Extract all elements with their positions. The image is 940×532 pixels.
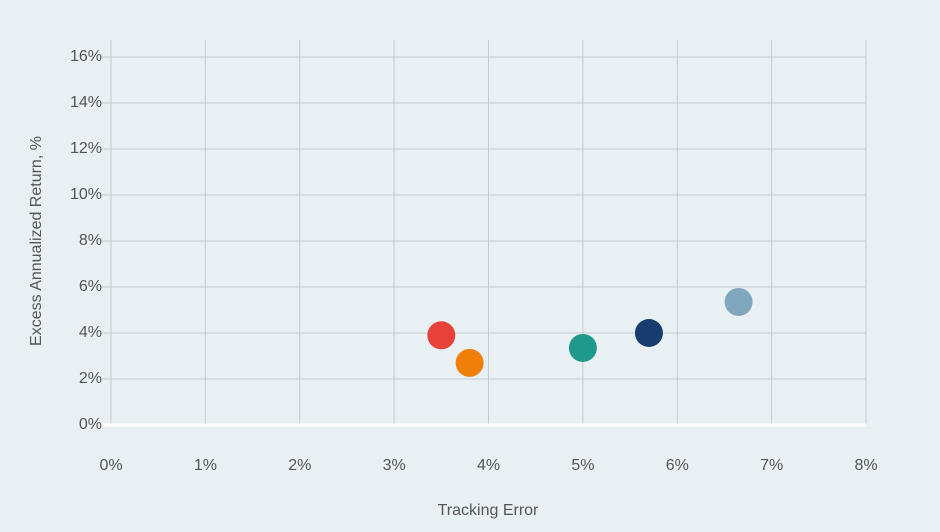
x-tick-label: 1% bbox=[194, 457, 217, 474]
y-tick-label: 6% bbox=[79, 278, 102, 295]
x-tick-label: 3% bbox=[383, 457, 406, 474]
x-tick-label: 6% bbox=[666, 457, 689, 474]
y-tick-label: 2% bbox=[79, 370, 102, 387]
x-axis-label: Tracking Error bbox=[438, 502, 539, 519]
point bbox=[568, 333, 597, 362]
point bbox=[634, 319, 663, 347]
x-tick-label: 5% bbox=[571, 457, 594, 474]
y-tick-label: 16% bbox=[70, 48, 102, 65]
x-tick-label: 4% bbox=[477, 457, 500, 474]
y-tick-label: 8% bbox=[79, 232, 102, 249]
point bbox=[724, 287, 753, 316]
y-tick-label: 12% bbox=[70, 140, 102, 157]
y-tick-label: 14% bbox=[70, 94, 102, 111]
y-tick-label: 0% bbox=[79, 416, 102, 433]
x-tick-label: 2% bbox=[288, 457, 311, 474]
point bbox=[427, 321, 456, 350]
y-axis-label: Excess Annualized Return, % bbox=[28, 136, 45, 346]
x-tick-label: 8% bbox=[854, 457, 877, 474]
y-tick-label: 10% bbox=[70, 186, 102, 203]
point bbox=[455, 348, 484, 377]
x-tick-label: 0% bbox=[99, 457, 122, 474]
y-tick-label: 4% bbox=[79, 324, 102, 341]
x-tick-label: 7% bbox=[760, 457, 783, 474]
